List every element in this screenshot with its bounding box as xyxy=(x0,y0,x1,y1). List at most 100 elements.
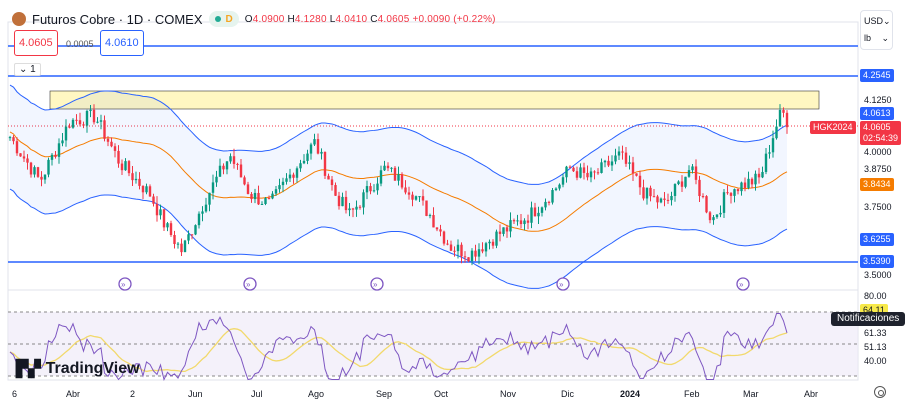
candle-body xyxy=(663,198,666,200)
candle-body xyxy=(687,170,691,177)
candle-body xyxy=(505,227,509,232)
rsi-label: 61.33 xyxy=(864,328,887,338)
candle-body xyxy=(698,179,701,197)
time-label: 2 xyxy=(130,389,136,399)
candle-body xyxy=(204,204,208,212)
candle-body xyxy=(138,178,141,186)
candle-body xyxy=(71,119,75,128)
candle-body xyxy=(750,178,754,185)
candle-body xyxy=(295,168,299,178)
candle-body xyxy=(463,256,467,258)
candle-body xyxy=(239,164,243,178)
candle-body xyxy=(285,178,288,182)
candle-body xyxy=(516,220,519,222)
time-label: Jun xyxy=(188,389,203,399)
candle-body xyxy=(78,120,82,125)
candle-body xyxy=(649,187,652,197)
event-marker-icon xyxy=(736,277,750,291)
time-label: Jul xyxy=(251,389,263,399)
candle-body xyxy=(323,151,327,176)
candle-body xyxy=(705,196,708,213)
time-label: Abr xyxy=(66,389,81,399)
candle-body xyxy=(351,208,355,210)
candle-body xyxy=(50,154,54,160)
candle-body xyxy=(614,155,617,162)
candle-body xyxy=(610,161,614,166)
market-status-badge[interactable]: D xyxy=(208,11,239,27)
candle-body xyxy=(502,227,505,234)
candle-body xyxy=(152,196,155,204)
unit-selector[interactable]: USD ⌄ lb ⌄ xyxy=(860,10,893,50)
candle-body xyxy=(635,173,638,176)
candle-body xyxy=(376,183,379,191)
candle-body xyxy=(428,215,432,217)
candle-body xyxy=(61,140,64,144)
symbol-tag: HGK2024 xyxy=(810,121,856,134)
candle-body xyxy=(36,167,40,177)
interval-badge: D xyxy=(225,13,233,25)
last-price-tag: 4.0605 02:54:39 xyxy=(860,121,902,145)
candle-body xyxy=(110,141,113,147)
candle-body xyxy=(645,187,649,199)
candle-body xyxy=(166,223,169,228)
candle-body xyxy=(397,174,400,181)
candle-body xyxy=(442,231,446,244)
candle-body xyxy=(691,166,694,171)
buy-button[interactable]: 4.0610 xyxy=(100,30,144,56)
candle-body xyxy=(446,243,449,245)
candle-body xyxy=(229,156,232,162)
candle-body xyxy=(155,203,159,216)
event-marker-arrow: » xyxy=(246,280,251,289)
candle-body xyxy=(474,250,477,257)
candle-body xyxy=(638,175,642,188)
rsi-label: 51.13 xyxy=(864,342,887,352)
hline-bottom-tag: 3.5390 xyxy=(860,255,894,268)
candle-body xyxy=(596,172,600,174)
candle-body xyxy=(701,196,705,198)
candle-body xyxy=(344,196,348,211)
candle-body xyxy=(197,213,201,226)
unit-select[interactable]: lb ⌄ xyxy=(864,33,889,43)
candle-body xyxy=(187,234,190,241)
candle-body xyxy=(740,182,743,192)
candle-body xyxy=(145,186,148,193)
candle-body xyxy=(481,249,484,252)
currency-select[interactable]: USD ⌄ xyxy=(864,16,891,26)
candle-body xyxy=(712,217,715,221)
tv-logo-icon: ▛▞ xyxy=(16,361,41,378)
candle-body xyxy=(194,225,197,235)
candle-body xyxy=(733,189,736,196)
candle-body xyxy=(75,119,78,121)
candle-body xyxy=(222,165,225,170)
collapse-indicators-button[interactable]: ⌄ 1 xyxy=(14,63,41,76)
candle-body xyxy=(782,110,785,113)
candle-body xyxy=(747,178,750,188)
rsi-line xyxy=(9,313,788,381)
symbol-title[interactable]: Futuros Cobre · 1D · COMEX xyxy=(32,11,203,27)
candle-body xyxy=(407,192,411,195)
candle-body xyxy=(390,167,393,169)
candle-body xyxy=(421,196,425,201)
time-label: Ago xyxy=(308,389,325,399)
time-label: Abr xyxy=(804,389,819,399)
candle-body xyxy=(355,206,358,210)
candle-body xyxy=(719,212,722,215)
candle-body xyxy=(176,243,180,245)
time-label: Nov xyxy=(500,389,517,399)
candle-body xyxy=(253,192,257,200)
candle-body xyxy=(379,170,383,184)
tradingview-logo[interactable]: ▛▞ TradingView xyxy=(16,360,140,378)
time-label: Oct xyxy=(434,389,449,399)
candle-body xyxy=(432,215,435,228)
candle-body xyxy=(250,193,253,200)
candle-body xyxy=(120,163,124,171)
settings-icon[interactable] xyxy=(874,386,886,398)
sell-button[interactable]: 4.0605 xyxy=(14,30,58,56)
candle-body xyxy=(652,196,656,198)
candle-body xyxy=(327,175,330,180)
candle-body xyxy=(29,162,33,175)
copper-logo-icon xyxy=(12,12,26,26)
candle-body xyxy=(761,171,764,178)
candle-body xyxy=(236,163,239,165)
